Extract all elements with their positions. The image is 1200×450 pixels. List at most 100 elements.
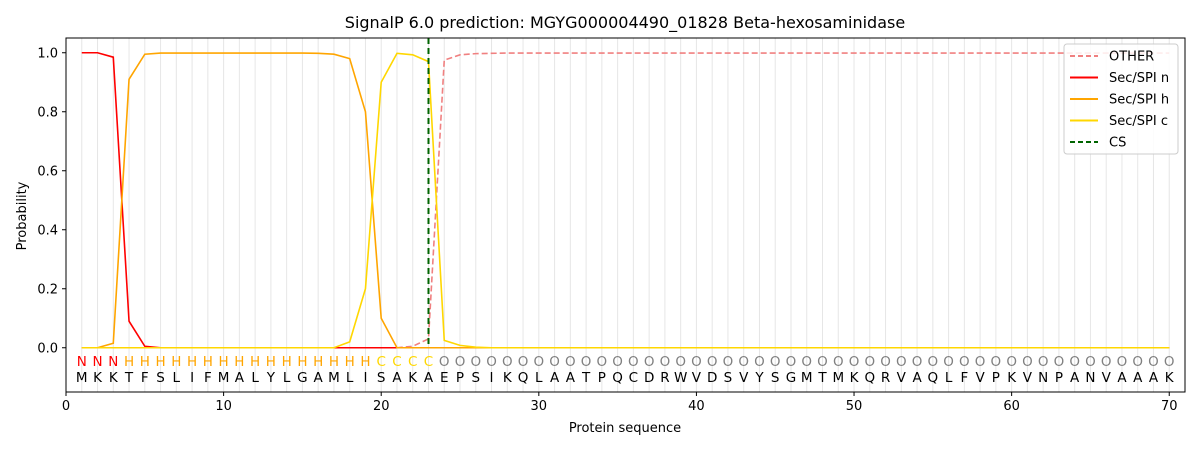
sequence-letter: P [598, 370, 606, 386]
y-axis-label: Probability [15, 181, 30, 250]
sequence-letter: V [975, 370, 985, 386]
sequence-letter: P [992, 370, 1000, 386]
residue-label: O [675, 354, 686, 370]
sequence-letter: W [674, 370, 687, 386]
residue-label: O [1085, 354, 1096, 370]
sequence-letter: I [363, 370, 367, 386]
sequence-letter: M [76, 370, 88, 386]
residue-label: C [408, 354, 417, 370]
sequence-letter: A [1070, 370, 1080, 386]
residue-label: O [439, 354, 450, 370]
x-tick-label: 30 [531, 399, 548, 414]
sequence-letter: N [1038, 370, 1048, 386]
sequence-letter: L [173, 370, 181, 386]
y-tick-label: 0.8 [37, 105, 58, 120]
residue-label: H [187, 354, 197, 370]
residue-label: N [77, 354, 87, 370]
sequence-letter: L [945, 370, 953, 386]
sequence-letter: T [124, 370, 134, 386]
residue-label: H [250, 354, 260, 370]
residue-label: O [644, 354, 655, 370]
sequence-letter: D [644, 370, 654, 386]
residue-label: H [140, 354, 150, 370]
residue-label: O [1117, 354, 1128, 370]
sequence-letter: I [490, 370, 494, 386]
residue-label: O [817, 354, 828, 370]
sequence-letter: A [424, 370, 434, 386]
sequence-letter: F [960, 370, 968, 386]
residue-label: O [723, 354, 734, 370]
residue-label: H [124, 354, 134, 370]
y-tick-label: 1.0 [37, 46, 58, 61]
sequence-letter: A [1117, 370, 1127, 386]
sequence-letter: V [897, 370, 907, 386]
sequence-letter: E [440, 370, 449, 386]
legend-label: Sec/SPI n [1109, 71, 1169, 86]
sequence-letter: M [328, 370, 340, 386]
sequence-letter: V [1023, 370, 1033, 386]
sequence-letter: A [550, 370, 560, 386]
sequence-letter: I [190, 370, 194, 386]
residue-label: O [880, 354, 891, 370]
x-tick-label: 10 [215, 399, 232, 414]
residue-label: O [1132, 354, 1143, 370]
sequence-letter: V [739, 370, 749, 386]
y-tick-label: 0.2 [37, 282, 58, 297]
residue-label: O [770, 354, 781, 370]
residue-label: O [597, 354, 608, 370]
x-tick-label: 70 [1161, 399, 1178, 414]
residue-label: H [345, 354, 355, 370]
residue-label: O [1069, 354, 1080, 370]
legend-label: Sec/SPI h [1109, 93, 1169, 108]
residue-label: O [975, 354, 986, 370]
sequence-letter: N [1085, 370, 1095, 386]
residue-label: O [660, 354, 671, 370]
sequence-letter: S [771, 370, 780, 386]
x-tick-label: 0 [62, 399, 70, 414]
residue-label: O [486, 354, 497, 370]
residue-label: O [533, 354, 544, 370]
series-line-sec-spi-c [81, 52, 1170, 349]
sequence-letter: C [629, 370, 638, 386]
residue-label: O [786, 354, 797, 370]
residue-label: O [1164, 354, 1175, 370]
residue-label: O [691, 354, 702, 370]
residue-label: O [849, 354, 860, 370]
sequence-letter: S [724, 370, 733, 386]
sequence-letter: R [660, 370, 669, 386]
x-tick-label: 50 [846, 399, 863, 414]
sequence-letter: S [377, 370, 386, 386]
sequence-letter: G [786, 370, 796, 386]
residue-label: H [219, 354, 229, 370]
series-line-other [81, 52, 1170, 349]
sequence-letter: K [408, 370, 418, 386]
sequence-letter: S [156, 370, 165, 386]
sequence-letter: A [1133, 370, 1143, 386]
residue-label: O [1006, 354, 1017, 370]
sequence-letter: P [456, 370, 464, 386]
residue-label: H [266, 354, 276, 370]
residue-label: C [424, 354, 433, 370]
residue-label: O [1022, 354, 1033, 370]
residue-label: O [1148, 354, 1159, 370]
residue-label: H [329, 354, 339, 370]
sequence-letter: K [1165, 370, 1175, 386]
sequence-letter: A [912, 370, 922, 386]
sequence-letter: Q [928, 370, 939, 386]
y-tick-label: 0.4 [37, 223, 58, 238]
sequence-letter: Y [266, 370, 276, 386]
residue-label: O [959, 354, 970, 370]
sequence-letter: M [218, 370, 230, 386]
sequence-letter: Q [864, 370, 875, 386]
sequence-letter: P [1055, 370, 1063, 386]
residue-label: O [502, 354, 513, 370]
residue-label: O [912, 354, 923, 370]
residue-label: O [581, 354, 592, 370]
y-tick-label: 0.6 [37, 164, 58, 179]
sequence-letter: A [566, 370, 576, 386]
sequence-letter: T [581, 370, 591, 386]
sequence-letter: Y [754, 370, 764, 386]
residue-label: O [707, 354, 718, 370]
sequence-letter: L [346, 370, 354, 386]
